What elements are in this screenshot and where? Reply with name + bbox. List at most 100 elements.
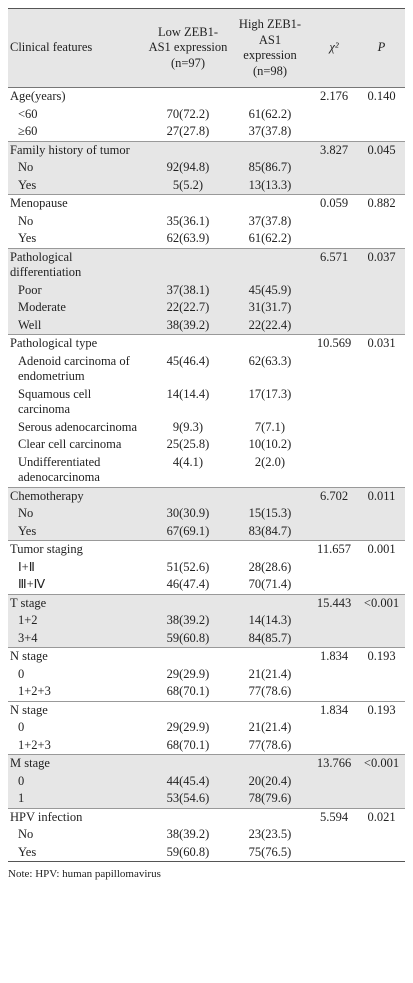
sub-row: 1+2 38(39.2) 14(14.3): [8, 612, 405, 630]
note: Note: HPV: human papillomavirus: [8, 868, 161, 880]
group-label: Chemotherapy: [10, 488, 84, 503]
row-group: HPV infection 5.594 0.021 No 38(39.2) 23(23.5…: [8, 808, 405, 862]
empty-cell: [310, 159, 358, 177]
sub-row: No 35(36.1) 37(37.8): [8, 213, 405, 231]
low-expression: 45(46.4): [166, 353, 210, 368]
p-value: 0.045: [367, 142, 396, 157]
empty-cell: [358, 123, 405, 141]
empty-cell: [358, 719, 405, 737]
p-value: 0.037: [367, 249, 396, 264]
sub-row: No 30(30.9) 15(15.3): [8, 505, 405, 523]
sub-label: No: [18, 506, 34, 520]
sub-row: Serous adenocarcinoma 9(9.3) 7(7.1): [8, 419, 405, 437]
empty-cell: [310, 826, 358, 844]
row-group: Pathological type 10.569 0.031 Adenoid carc…: [8, 334, 405, 488]
group-label: Menopause: [10, 196, 68, 210]
sub-row: Poor 37(38.1) 45(45.9): [8, 282, 405, 300]
sub-label: 0: [18, 666, 25, 681]
chi-square: 1.834: [319, 649, 349, 663]
high-expression: 23(23.5): [248, 827, 292, 841]
group-row: Age(years) 2.176 0.140: [8, 88, 405, 106]
empty-cell: [230, 88, 310, 106]
row-group: Age(years) 2.176 0.140 <60 70(72.2) 61(62.2) ≥…: [8, 87, 405, 142]
empty-cell: [358, 106, 405, 124]
high-expression: 17(17.3): [248, 386, 292, 401]
high-expression: 77(78.6): [248, 684, 292, 698]
column-header: P: [377, 40, 386, 55]
row-group: T stage 15.443 <0.001 1+2 38(39.2) 14(14.3) 3+…: [8, 594, 405, 648]
high-expression: 21(21.4): [248, 666, 292, 681]
group-label: Pathological type: [10, 336, 98, 350]
low-expression: 70(72.2): [166, 106, 210, 121]
empty-cell: [310, 576, 358, 594]
low-expression: 35(36.1): [166, 213, 210, 228]
empty-cell: [358, 317, 405, 335]
low-expression: 38(39.2): [166, 613, 210, 627]
empty-cell: [310, 719, 358, 737]
row-group: Pathological differentiation 6.571 0.037 Po…: [8, 248, 405, 335]
empty-cell: [358, 576, 405, 594]
column-header: High ZEB1-AS1 expression (n=98): [238, 17, 302, 78]
group-label: N stage: [10, 649, 48, 663]
empty-cell: [310, 230, 358, 248]
empty-cell: [310, 559, 358, 577]
empty-cell: [358, 790, 405, 808]
sub-label: 3+4: [18, 630, 38, 645]
low-expression: 14(14.4): [166, 386, 210, 401]
high-expression: 61(62.2): [248, 231, 292, 245]
empty-cell: [230, 487, 310, 505]
low-expression: 67(69.1): [166, 523, 210, 538]
sub-row: Adenoid carcinoma of endometrium 45(46.4)…: [8, 353, 405, 386]
sub-row: 0 29(29.9) 21(21.4): [8, 666, 405, 684]
empty-cell: [310, 106, 358, 124]
high-expression: 84(85.7): [248, 630, 292, 645]
empty-cell: [358, 282, 405, 300]
high-expression: 45(45.9): [248, 282, 292, 297]
group-row: Pathological type 10.569 0.031: [8, 335, 405, 353]
empty-cell: [358, 159, 405, 177]
low-expression: 27(27.8): [166, 124, 210, 138]
group-row: Chemotherapy 6.702 0.011: [8, 487, 405, 505]
sub-row: Clear cell carcinoma 25(25.8) 10(10.2): [8, 436, 405, 454]
group-row: M stage 13.766 <0.001: [8, 755, 405, 773]
low-expression: 68(70.1): [166, 737, 210, 752]
empty-cell: [310, 177, 358, 195]
empty-cell: [230, 541, 310, 559]
high-expression: 62(63.3): [248, 353, 292, 368]
sub-label: No: [18, 827, 34, 841]
high-expression: 15(15.3): [248, 506, 292, 520]
chi-square: 6.702: [319, 488, 349, 503]
sub-label: No: [18, 160, 34, 174]
empty-cell: [310, 612, 358, 630]
low-expression: 25(25.8): [166, 437, 210, 451]
empty-cell: [146, 335, 230, 353]
empty-cell: [358, 177, 405, 195]
chi-square: 2.176: [319, 89, 349, 103]
column-header: Low ZEB1-AS1 expression (n=97): [148, 24, 228, 70]
sub-label: Ⅰ+Ⅱ: [18, 559, 35, 574]
p-value: 0.193: [367, 702, 396, 717]
empty-cell: [146, 248, 230, 282]
p-value: 0.001: [367, 542, 396, 556]
empty-cell: [146, 701, 230, 719]
empty-cell: [358, 419, 405, 437]
sub-label: 1+2: [18, 613, 38, 627]
low-expression: 5(5.2): [172, 177, 204, 192]
sub-row: Yes 67(69.1) 83(84.7): [8, 523, 405, 541]
empty-cell: [310, 737, 358, 755]
p-value: 0.031: [367, 336, 396, 350]
sub-label: 1: [18, 791, 25, 805]
group-row: Family history of tumor 3.827 0.045: [8, 141, 405, 159]
empty-cell: [310, 683, 358, 701]
empty-cell: [358, 773, 405, 791]
row-group: Menopause 0.059 0.882 No 35(36.1) 37(37.8) Yes…: [8, 194, 405, 249]
sub-label: Undifferentiated adenocarcinoma: [18, 454, 101, 485]
sub-label: ≥60: [18, 124, 38, 138]
empty-cell: [146, 594, 230, 612]
p-value: 0.140: [367, 89, 396, 103]
empty-cell: [358, 505, 405, 523]
sub-row: Yes 5(5.2) 13(13.3): [8, 177, 405, 195]
high-expression: 22(22.4): [248, 317, 292, 332]
sub-label: Clear cell carcinoma: [18, 437, 122, 451]
empty-cell: [358, 737, 405, 755]
